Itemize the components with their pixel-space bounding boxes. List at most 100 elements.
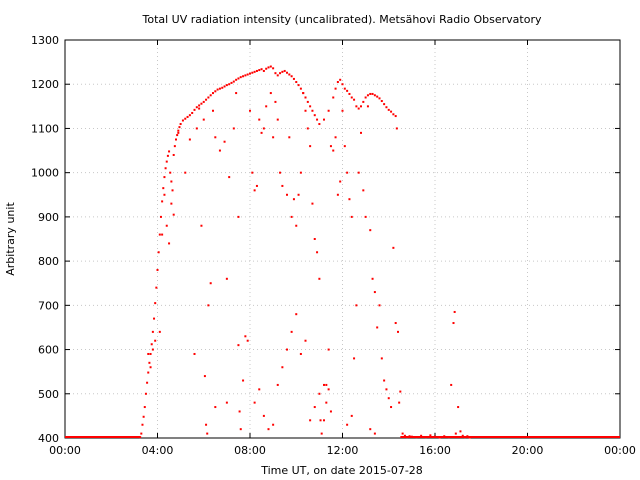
data-point	[408, 435, 411, 438]
data-point	[158, 233, 161, 236]
data-point	[299, 87, 302, 90]
data-point	[216, 88, 219, 91]
data-point	[392, 113, 395, 116]
data-point	[453, 310, 456, 313]
data-point	[258, 388, 261, 391]
data-point	[343, 87, 346, 90]
data-point	[387, 397, 390, 400]
data-point	[221, 86, 224, 89]
data-point	[395, 127, 398, 130]
data-point	[255, 184, 258, 187]
data-point	[172, 213, 175, 216]
data-point	[371, 92, 374, 95]
data-point	[394, 322, 397, 325]
data-point	[299, 352, 302, 355]
data-point	[327, 348, 330, 351]
data-point	[415, 436, 418, 439]
data-point	[258, 69, 261, 72]
data-point	[406, 436, 409, 439]
data-point	[304, 96, 307, 99]
data-point	[228, 83, 231, 86]
data-point	[246, 339, 249, 342]
x-axis: 00:00 04:00 08:00 12:00 16:00 20:00 00:00	[49, 40, 636, 457]
data-point	[447, 436, 450, 439]
data-point	[237, 215, 240, 218]
data-point	[223, 85, 226, 88]
data-point	[262, 414, 265, 417]
data-point	[295, 81, 298, 84]
data-point	[230, 81, 233, 84]
data-point	[339, 78, 342, 81]
data-point	[364, 215, 367, 218]
data-point	[272, 423, 275, 426]
y-axis-label: Arbitrary unit	[4, 202, 17, 276]
data-point	[238, 410, 241, 413]
data-point	[329, 145, 332, 148]
data-point	[147, 371, 150, 374]
data-point	[276, 383, 279, 386]
x-tick-label: 16:00	[419, 444, 451, 457]
data-point	[383, 379, 386, 382]
data-point	[281, 70, 284, 73]
data-point	[170, 202, 173, 205]
data-point	[151, 330, 154, 333]
data-point	[276, 118, 279, 121]
data-point	[313, 238, 316, 240]
data-point	[249, 72, 251, 75]
data-point	[225, 277, 228, 280]
data-point	[380, 100, 383, 103]
data-point	[346, 89, 349, 92]
data-point	[232, 127, 235, 130]
data-point	[306, 100, 309, 103]
data-point	[193, 352, 196, 355]
data-point	[297, 84, 300, 87]
data-point	[410, 435, 413, 438]
data-point	[223, 140, 226, 143]
data-point	[207, 96, 210, 99]
data-point	[276, 74, 279, 77]
data-point	[149, 366, 152, 369]
data-point	[290, 215, 293, 218]
data-point	[350, 414, 353, 417]
data-points	[65, 65, 620, 439]
data-point	[269, 65, 272, 68]
data-point	[162, 187, 165, 190]
data-point	[466, 435, 469, 438]
data-point	[313, 114, 316, 117]
data-point	[225, 401, 228, 404]
data-point	[350, 96, 353, 99]
x-tick-label: 08:00	[234, 444, 266, 457]
data-point	[348, 92, 351, 95]
data-point	[181, 119, 184, 122]
data-point	[147, 352, 150, 355]
data-point	[341, 109, 344, 112]
data-point	[360, 131, 362, 134]
data-point	[401, 432, 404, 435]
data-point	[218, 87, 221, 90]
data-point	[390, 406, 393, 409]
data-point	[371, 277, 374, 280]
data-point	[163, 176, 166, 179]
data-point	[376, 95, 379, 98]
data-point	[172, 153, 175, 156]
data-point	[334, 87, 337, 90]
data-point	[373, 94, 376, 97]
data-point	[166, 154, 169, 157]
y-tick-label: 1100	[31, 122, 59, 135]
data-point	[151, 348, 154, 351]
data-point	[398, 401, 401, 404]
data-point	[253, 70, 256, 73]
data-point	[173, 145, 176, 148]
data-point	[304, 339, 307, 342]
plot-frame	[64, 39, 621, 439]
data-point	[325, 401, 328, 404]
data-point	[265, 105, 268, 108]
data-point	[141, 423, 144, 426]
data-point	[424, 436, 427, 439]
data-point	[237, 77, 240, 80]
data-point	[164, 167, 167, 170]
data-point	[459, 430, 462, 433]
grid-lines	[65, 40, 620, 438]
y-tick-label: 1000	[31, 167, 59, 180]
x-axis-label: Time UT, on date 2015-07-28	[260, 464, 423, 477]
